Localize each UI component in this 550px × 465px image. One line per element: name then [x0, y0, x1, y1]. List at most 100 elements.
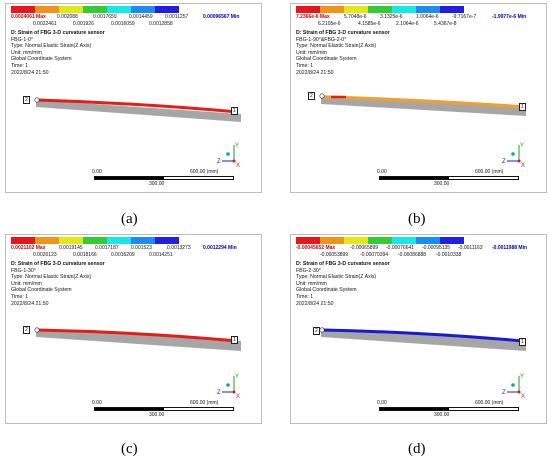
- legend-swatch: [416, 6, 440, 13]
- legend-value: 0.0014459: [129, 14, 153, 20]
- legend-value: 0.0014251: [149, 252, 173, 258]
- legend-value: 0.001926: [73, 21, 94, 27]
- legend-swatch: [344, 6, 368, 13]
- panel-b: 7.2366e-6 Max 5.7048e-6 3.1325e-6 1.0064…: [290, 3, 547, 193]
- result-type: Type: Normal Elastic Strain(Z Axis): [11, 43, 92, 50]
- scale-start: 0.00: [92, 169, 102, 175]
- scale-start: 0.00: [377, 169, 387, 175]
- axis-z-label: Z: [502, 159, 506, 165]
- node-marker: [319, 93, 325, 99]
- node-marker: [34, 97, 40, 103]
- legend-swatch: [320, 237, 344, 244]
- axis-triad: Y Z X: [217, 143, 240, 169]
- legend-value: 0.0018166: [73, 252, 97, 258]
- axis-x-label: X: [521, 163, 525, 169]
- caption-b: (b): [408, 211, 426, 227]
- legend-swatch: [392, 6, 416, 13]
- result-type: Type: Normal Elastic Strain(Z Axis): [296, 43, 377, 50]
- node-label-2: 2: [23, 326, 30, 334]
- color-legend: [11, 237, 179, 244]
- legend-swatch: [440, 6, 464, 13]
- legend-swatch: [107, 237, 131, 244]
- axis-triad: Y Z X: [502, 374, 525, 400]
- legend-swatch: [83, 237, 107, 244]
- legend-swatch: [59, 237, 83, 244]
- legend-max: -0.00045652 Max: [296, 245, 336, 251]
- legend-swatch: [59, 6, 83, 13]
- result-title: D: Strain of FBG 3-D curvature sensor: [11, 261, 105, 267]
- legend-min: 0.0012294 Min: [203, 245, 237, 251]
- x-axis-point: [232, 159, 236, 163]
- legend-value: 0.0012858: [149, 21, 173, 27]
- view-sphere-icon: [511, 383, 515, 387]
- strain-path: [37, 328, 239, 343]
- axis-x-label: X: [236, 394, 240, 400]
- result-date: 2022/8/24 21:50: [11, 69, 49, 76]
- legend-swatch: [320, 6, 344, 13]
- result-info: D: Strain of FBG 3-D curvature sensor FB…: [296, 30, 390, 76]
- legend-value: -9.7167e-7: [452, 14, 477, 20]
- view-sphere-icon: [226, 152, 230, 156]
- legend-swatch: [368, 237, 392, 244]
- result-time: Time: 1: [296, 62, 314, 69]
- coordinate-system: Global Coordinate System: [296, 56, 357, 63]
- scale-bar-graphic: [379, 176, 519, 180]
- legend-max: 0.0024061 Max: [11, 14, 46, 20]
- legend-swatch: [11, 6, 35, 13]
- color-legend: [296, 237, 464, 244]
- fbg-name: FBG-1-90°&FBG-2-0°: [296, 36, 347, 43]
- beam-model: [319, 327, 526, 351]
- result-title: D: Strain of FBG 3-D curvature sensor: [296, 261, 390, 267]
- result-unit: Unit: mm/mm: [11, 280, 42, 287]
- scale-end: 600.00 (mm): [190, 400, 219, 406]
- axis-z-label: Z: [217, 390, 221, 396]
- scale-bar-graphic: [94, 407, 234, 411]
- legend-value: -0.00076641: [386, 245, 415, 251]
- scale-start: 0.00: [377, 400, 387, 406]
- strain-path: [37, 98, 239, 114]
- result-unit: Unit: mm/mm: [296, 280, 327, 287]
- node-label-1: 1: [519, 338, 526, 346]
- legend-value: -0.00053899: [320, 252, 349, 258]
- x-axis-point: [517, 390, 521, 394]
- legend-swatch: [83, 6, 107, 13]
- fbg-name: FBG-1-30°: [11, 267, 36, 274]
- legend-value: -0.00065899: [350, 245, 379, 251]
- legend-value: 0.0017187: [95, 245, 119, 251]
- result-date: 2022/8/24 21:50: [11, 300, 49, 307]
- color-legend: [11, 6, 179, 13]
- node-label-1: 1: [231, 107, 238, 115]
- legend-value: 0.0017659: [93, 14, 117, 20]
- x-axis-point: [232, 390, 236, 394]
- scale-bar-graphic: [94, 176, 234, 180]
- legend-value: 0.0022461: [33, 21, 57, 27]
- node-marker: [34, 327, 40, 333]
- strain-path: [322, 328, 524, 343]
- legend-value: 1.0064e-6: [416, 14, 439, 20]
- node-label-1: 1: [231, 336, 238, 344]
- legend-swatch: [155, 6, 179, 13]
- axis-z-label: Z: [217, 159, 221, 165]
- legend-swatch: [35, 6, 59, 13]
- result-type: Type: Normal Elastic Strain(Z Axis): [11, 274, 92, 281]
- axis-x-label: X: [521, 394, 525, 400]
- axis-triad: Y Z X: [217, 374, 240, 400]
- beam-model: [34, 97, 241, 122]
- node-marker: [319, 327, 325, 333]
- legend-swatch: [107, 6, 131, 13]
- legend-min: 0.00096567 Min: [203, 14, 240, 20]
- legend-value: -0.0011163: [458, 245, 483, 251]
- legend-value: 3.1325e-6: [380, 14, 403, 20]
- result-unit: Unit: mm/mm: [296, 49, 327, 56]
- legend-value: 0.0013273: [167, 245, 191, 251]
- beam-body: [36, 329, 241, 351]
- legend-value: 0.0016209: [111, 252, 135, 258]
- beam-model: [34, 327, 241, 351]
- axis-y-label: Y: [235, 143, 239, 149]
- legend-swatch: [440, 237, 464, 244]
- scale-end: 600.00 (mm): [190, 169, 219, 175]
- legend-swatch: [368, 6, 392, 13]
- legend-value: 0.0019145: [59, 245, 83, 251]
- x-axis-point: [517, 159, 521, 163]
- legend-min: -1.9977e-6 Min: [492, 14, 527, 20]
